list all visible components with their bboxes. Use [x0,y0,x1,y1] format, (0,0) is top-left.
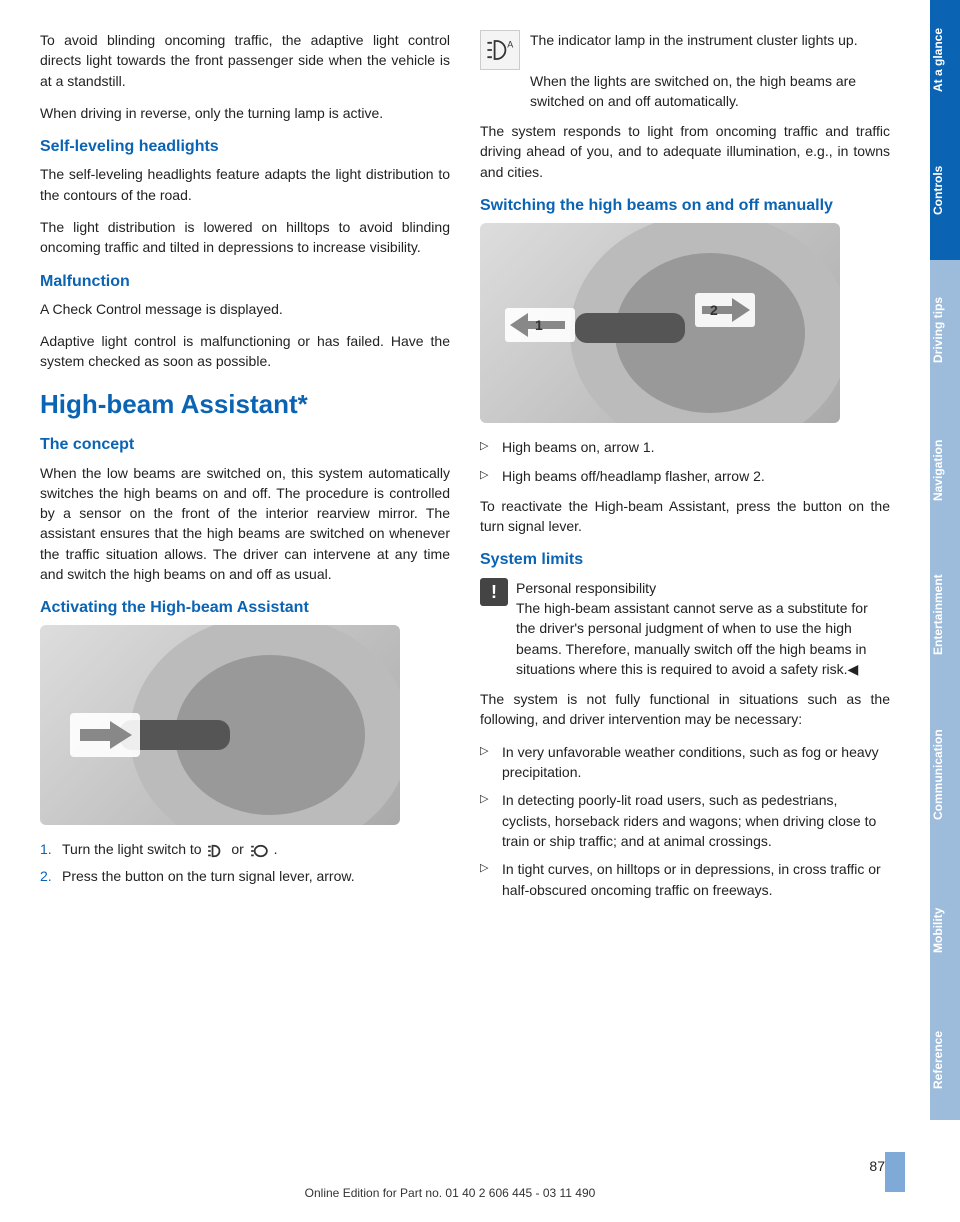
right-column: A The indicator lamp in the instrument c… [480,30,890,910]
list-item: ▷ High beams on, arrow 1. [480,437,890,457]
section-tab[interactable]: Entertainment [930,540,960,690]
bullet-text: High beams on, arrow 1. [502,437,655,457]
bullet-text: In detecting poorly-lit road users, such… [502,790,890,851]
bullet-list: ▷ In very unfavorable weather conditions… [480,742,890,900]
warning-text: Personal responsibility The high-beam as… [516,578,890,679]
body-text: Adaptive light control is malfunctioning… [40,331,450,372]
svg-text:A: A [507,39,513,49]
steps-list: 1. Turn the light switch to or . 2. Pres… [40,839,450,886]
triangle-bullet-icon: ▷ [480,466,502,486]
footer-text: Online Edition for Part no. 01 40 2 606 … [0,1185,900,1202]
step-text: Turn the light switch to or . [62,839,277,859]
figure-turn-signal-lever [40,625,400,825]
body-text: To reactivate the High-beam Assistant, p… [480,496,890,537]
triangle-bullet-icon: ▷ [480,742,502,783]
page-content: To avoid blinding oncoming traffic, the … [40,30,890,910]
heading-self-leveling: Self-leveling headlights [40,135,450,158]
warning-block: ! Personal responsibility The high-beam … [480,578,890,679]
indicator-lamp-icon: A [480,30,520,70]
bullet-text: In tight curves, on hilltops or in depre… [502,859,890,900]
bullet-list: ▷ High beams on, arrow 1. ▷ High beams o… [480,437,890,486]
body-text: The indicator lamp in the instrument clu… [530,30,890,111]
heading-malfunction: Malfunction [40,270,450,293]
steering-wheel-illustration-icon [40,625,400,825]
heading-system-limits: System limits [480,548,890,571]
svg-text:1: 1 [535,317,543,333]
section-tab[interactable]: Reference [930,1000,960,1120]
body-text: The light distribution is lowered on hil… [40,217,450,258]
page-number: 87 [869,1156,885,1176]
step-text: Press the button on the turn signal leve… [62,866,355,886]
section-tab[interactable]: Communication [930,690,960,860]
bullet-text: High beams off/headlamp flasher, arrow 2… [502,466,765,486]
bullet-text: In very unfavorable weather conditions, … [502,742,890,783]
section-tab[interactable]: At a glance [930,0,960,120]
section-tabs-sidebar: At a glanceControlsDriving tipsNavigatio… [930,0,960,1222]
section-tab[interactable]: Mobility [930,860,960,1000]
triangle-bullet-icon: ▷ [480,859,502,900]
list-item: ▷ In very unfavorable weather conditions… [480,742,890,783]
headlight-icon [205,844,227,858]
body-text: The self-leveling headlights feature ada… [40,164,450,205]
heading-highbeam-assistant: High-beam Assistant* [40,386,450,424]
list-item: ▷ High beams off/headlamp flasher, arrow… [480,466,890,486]
body-text: A Check Control message is displayed. [40,299,450,319]
heading-switching-manually: Switching the high beams on and off manu… [480,194,890,217]
step-number: 2. [40,866,62,886]
body-text: The system responds to light from oncomi… [480,121,890,182]
heading-concept: The concept [40,433,450,456]
list-item: 2. Press the button on the turn signal l… [40,866,450,886]
left-column: To avoid blinding oncoming traffic, the … [40,30,450,910]
body-text: The system is not fully functional in si… [480,689,890,730]
body-text: To avoid blinding oncoming traffic, the … [40,30,450,91]
triangle-bullet-icon: ▷ [480,437,502,457]
list-item: ▷ In detecting poorly-lit road users, su… [480,790,890,851]
section-tab[interactable]: Navigation [930,400,960,540]
heading-activating: Activating the High-beam Assistant [40,596,450,619]
figure-highbeam-switch: 1 2 [480,223,840,423]
list-item: ▷ In tight curves, on hilltops or in dep… [480,859,890,900]
warning-icon: ! [480,578,508,606]
auto-headlight-icon [248,844,270,858]
body-text: When the low beams are switched on, this… [40,463,450,585]
section-tab[interactable]: Controls [930,120,960,260]
body-text: When driving in reverse, only the turnin… [40,103,450,123]
indicator-lamp-block: A The indicator lamp in the instrument c… [480,30,890,111]
triangle-bullet-icon: ▷ [480,790,502,851]
section-tab[interactable]: Driving tips [930,260,960,400]
list-item: 1. Turn the light switch to or . [40,839,450,859]
step-number: 1. [40,839,62,859]
steering-wheel-illustration-icon: 1 2 [480,223,840,423]
svg-text:2: 2 [710,302,718,318]
